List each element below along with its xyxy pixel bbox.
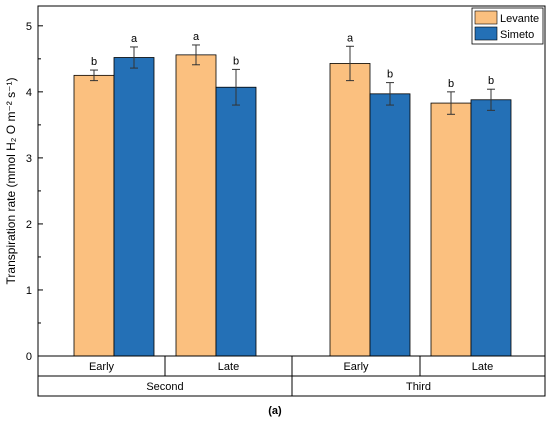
bar-simeto — [470, 99, 512, 357]
subcategory-label: Early — [89, 361, 115, 373]
y-tick-label: 0 — [26, 351, 32, 363]
y-tick-label: 3 — [26, 153, 32, 165]
y-tick-label: 2 — [26, 219, 32, 231]
significance-label: b — [488, 75, 494, 87]
y-tick-label: 1 — [26, 285, 32, 297]
bars-layer: b a a b a b b b — [73, 31, 512, 357]
subcategory-label: Late — [472, 361, 493, 373]
legend-label-simeto: Simeto — [500, 29, 534, 41]
group-label: Second — [146, 381, 183, 393]
legend-label-levante: Levante — [500, 13, 539, 25]
bar-simeto — [369, 93, 411, 357]
bar-levante — [430, 102, 472, 357]
significance-label: b — [448, 78, 454, 90]
significance-label: a — [347, 32, 354, 44]
subcategory-label: Early — [343, 361, 369, 373]
legend-swatch-levante — [474, 10, 498, 25]
figure-caption: (a) — [268, 405, 282, 417]
significance-label: b — [233, 55, 239, 67]
y-tick-label: 4 — [26, 87, 32, 99]
bar-levante — [73, 74, 115, 357]
significance-label: b — [91, 56, 97, 68]
y-axis: 0 1 2 3 4 5 — [26, 21, 43, 363]
bar-simeto — [215, 86, 257, 357]
significance-label: b — [387, 69, 393, 81]
legend-swatch-simeto — [474, 26, 498, 41]
bar-levante — [329, 63, 371, 357]
significance-label: a — [131, 33, 138, 45]
legend: Levante Simeto — [471, 7, 544, 45]
significance-label: a — [193, 31, 200, 43]
category-axis: Early Late Second Early Late Third — [37, 355, 546, 397]
bar-levante — [175, 54, 217, 357]
group-label: Third — [406, 381, 431, 393]
bar-simeto — [113, 57, 155, 357]
y-axis-title: Transpiration rate (mmol H₂ O m⁻² s⁻¹) — [4, 78, 18, 285]
subcategory-label: Late — [218, 361, 239, 373]
y-tick-label: 5 — [26, 21, 32, 33]
